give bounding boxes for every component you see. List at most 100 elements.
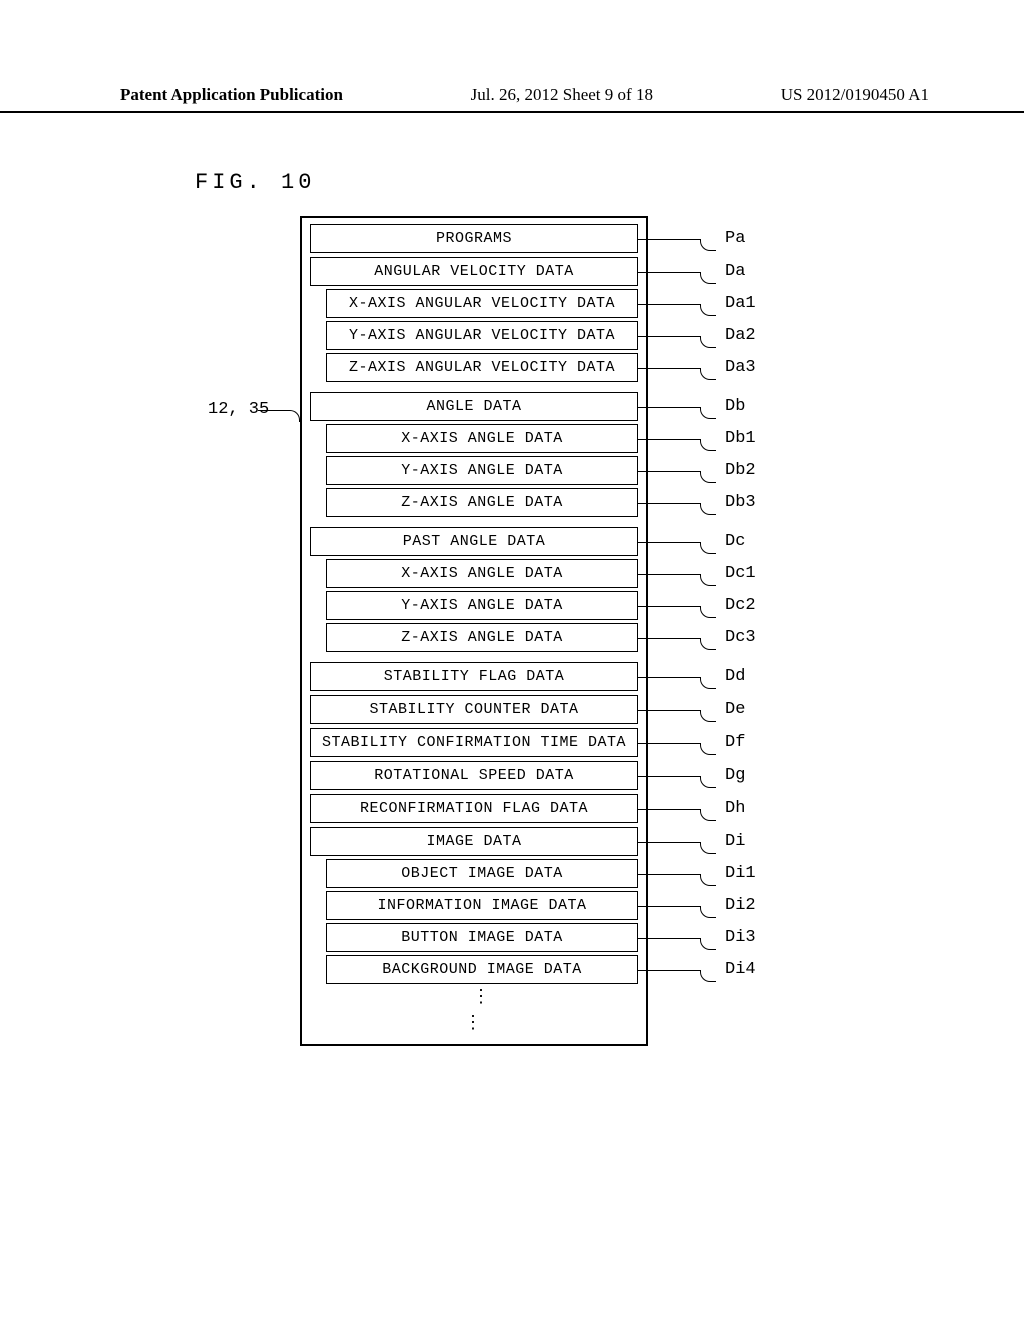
- lead-curve-info-img: [700, 906, 716, 918]
- label-angle-data: Db: [725, 397, 745, 416]
- label-info-img: Di2: [725, 896, 756, 915]
- lead-curve-bg-img: [700, 970, 716, 982]
- lead-line-object-img: [638, 874, 700, 875]
- row-bg-img: BACKGROUND IMAGE DATA: [326, 955, 638, 984]
- label-y-angle: Db2: [725, 461, 756, 480]
- lead-curve-angular-velocity: [700, 272, 716, 284]
- lead-line-programs: [638, 239, 700, 240]
- lead-line-stability-counter: [638, 710, 700, 711]
- row-x-past: X-AXIS ANGLE DATA: [326, 559, 638, 588]
- memory-map-container: PROGRAMS ANGULAR VELOCITY DATA X-AXIS ANGU…: [300, 216, 648, 1046]
- label-angular-velocity: Da: [725, 262, 745, 281]
- label-bg-img: Di4: [725, 960, 756, 979]
- lead-curve-stability-conf: [700, 743, 716, 755]
- lead-line-button-img: [638, 938, 700, 939]
- lead-line-angle-data: [638, 407, 700, 408]
- lead-curve-x-ang-vel: [700, 304, 716, 316]
- row-y-angle: Y-AXIS ANGLE DATA: [326, 456, 638, 485]
- header-left: Patent Application Publication: [120, 85, 343, 105]
- row-x-ang-vel: X-AXIS ANGULAR VELOCITY DATA: [326, 289, 638, 318]
- lead-line-y-angle: [638, 471, 700, 472]
- label-button-img: Di3: [725, 928, 756, 947]
- lead-curve-x-angle: [700, 439, 716, 451]
- lead-line-image-data: [638, 842, 700, 843]
- row-angle-data: ANGLE DATA: [310, 392, 638, 421]
- label-reconf-flag: Dh: [725, 799, 745, 818]
- row-y-ang-vel: Y-AXIS ANGULAR VELOCITY DATA: [326, 321, 638, 350]
- ellipsis-inner: ⋮: [326, 984, 638, 1010]
- lead-line-x-past: [638, 574, 700, 575]
- row-y-past: Y-AXIS ANGLE DATA: [326, 591, 638, 620]
- lead-curve-past-angle: [700, 542, 716, 554]
- label-z-ang-vel: Da3: [725, 358, 756, 377]
- lead-curve-z-ang-vel: [700, 368, 716, 380]
- lead-curve-y-past: [700, 606, 716, 618]
- lead-curve-angle-data: [700, 407, 716, 419]
- lead-line-z-ang-vel: [638, 368, 700, 369]
- lead-curve-z-angle: [700, 503, 716, 515]
- row-image-data: IMAGE DATA: [310, 827, 638, 856]
- row-stability-flag: STABILITY FLAG DATA: [310, 662, 638, 691]
- row-stability-counter: STABILITY COUNTER DATA: [310, 695, 638, 724]
- label-stability-counter: De: [725, 700, 745, 719]
- lead-line-z-past: [638, 638, 700, 639]
- lead-curve-reconf-flag: [700, 809, 716, 821]
- lead-line-y-past: [638, 606, 700, 607]
- row-programs: PROGRAMS: [310, 224, 638, 253]
- label-y-ang-vel: Da2: [725, 326, 756, 345]
- lead-line-bg-img: [638, 970, 700, 971]
- lead-curve-y-angle: [700, 471, 716, 483]
- lead-curve-programs: [700, 239, 716, 251]
- lead-line-past-angle: [638, 542, 700, 543]
- left-ref-line: [258, 410, 300, 422]
- lead-line-angular-velocity: [638, 272, 700, 273]
- lead-line-x-angle: [638, 439, 700, 440]
- lead-line-reconf-flag: [638, 809, 700, 810]
- label-rot-speed: Dg: [725, 766, 745, 785]
- row-object-img: OBJECT IMAGE DATA: [326, 859, 638, 888]
- row-z-angle: Z-AXIS ANGLE DATA: [326, 488, 638, 517]
- row-angular-velocity: ANGULAR VELOCITY DATA: [310, 257, 638, 286]
- lead-line-z-angle: [638, 503, 700, 504]
- lead-line-stability-conf: [638, 743, 700, 744]
- lead-line-rot-speed: [638, 776, 700, 777]
- label-stability-conf: Df: [725, 733, 745, 752]
- figure-label: FIG. 10: [195, 170, 315, 195]
- lead-curve-z-past: [700, 638, 716, 650]
- row-reconf-flag: RECONFIRMATION FLAG DATA: [310, 794, 638, 823]
- lead-curve-image-data: [700, 842, 716, 854]
- lead-curve-object-img: [700, 874, 716, 886]
- label-object-img: Di1: [725, 864, 756, 883]
- label-x-past: Dc1: [725, 564, 756, 583]
- lead-line-stability-flag: [638, 677, 700, 678]
- label-x-angle: Db1: [725, 429, 756, 448]
- label-stability-flag: Dd: [725, 667, 745, 686]
- label-y-past: Dc2: [725, 596, 756, 615]
- ellipsis-outer: ⋮: [310, 1010, 638, 1036]
- lead-line-y-ang-vel: [638, 336, 700, 337]
- row-z-past: Z-AXIS ANGLE DATA: [326, 623, 638, 652]
- lead-line-info-img: [638, 906, 700, 907]
- label-z-angle: Db3: [725, 493, 756, 512]
- header-right: US 2012/0190450 A1: [781, 85, 929, 105]
- row-x-angle: X-AXIS ANGLE DATA: [326, 424, 638, 453]
- label-image-data: Di: [725, 832, 745, 851]
- lead-curve-stability-counter: [700, 710, 716, 722]
- lead-curve-button-img: [700, 938, 716, 950]
- label-past-angle: Dc: [725, 532, 745, 551]
- label-z-past: Dc3: [725, 628, 756, 647]
- header-center: Jul. 26, 2012 Sheet 9 of 18: [471, 85, 653, 105]
- row-info-img: INFORMATION IMAGE DATA: [326, 891, 638, 920]
- row-past-angle: PAST ANGLE DATA: [310, 527, 638, 556]
- row-stability-conf: STABILITY CONFIRMATION TIME DATA: [310, 728, 638, 757]
- lead-curve-rot-speed: [700, 776, 716, 788]
- row-rot-speed: ROTATIONAL SPEED DATA: [310, 761, 638, 790]
- row-z-ang-vel: Z-AXIS ANGULAR VELOCITY DATA: [326, 353, 638, 382]
- label-programs: Pa: [725, 229, 745, 248]
- lead-curve-stability-flag: [700, 677, 716, 689]
- page-header: Patent Application Publication Jul. 26, …: [0, 85, 1024, 113]
- lead-curve-x-past: [700, 574, 716, 586]
- row-button-img: BUTTON IMAGE DATA: [326, 923, 638, 952]
- label-x-ang-vel: Da1: [725, 294, 756, 313]
- lead-line-x-ang-vel: [638, 304, 700, 305]
